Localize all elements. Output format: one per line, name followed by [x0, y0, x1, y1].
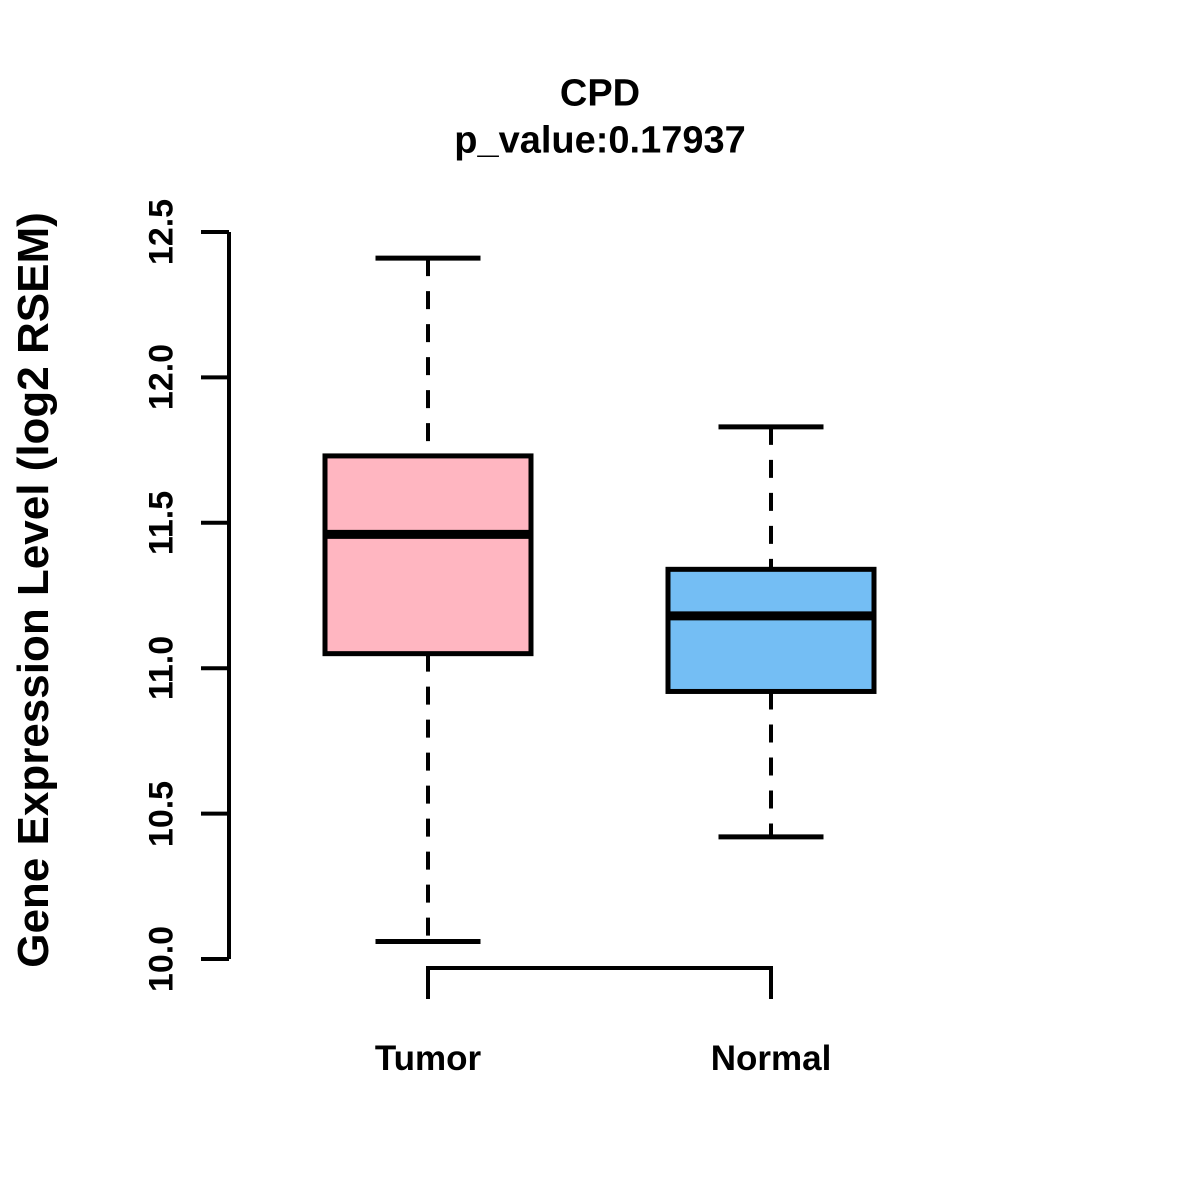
y-tick-label-11-0: 11.0 [142, 636, 181, 701]
y-tick-label-10-5: 10.5 [142, 780, 181, 847]
y-tick-label-10-0: 10.0 [142, 925, 181, 993]
y-tick-label-11-5: 11.5 [142, 490, 181, 555]
y-tick-label-12-0: 12.0 [142, 344, 181, 411]
x-category-label-tumor: Tumor [374, 1039, 482, 1078]
chart-title: CPD [559, 72, 641, 115]
chart-subtitle: p_value:0.17937 [454, 119, 746, 162]
x-axis-bracket [426, 966, 773, 999]
box-normal [665, 566, 877, 694]
y-tick-label-12-5: 12.5 [142, 198, 181, 266]
x-category-label-normal: Normal [710, 1039, 832, 1078]
box-tumor [322, 453, 534, 657]
